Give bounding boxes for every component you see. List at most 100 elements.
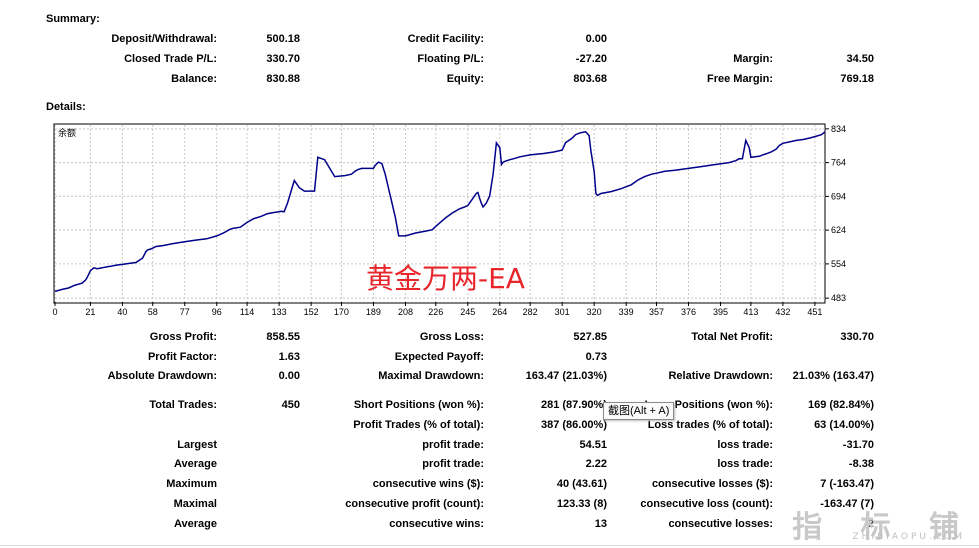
- x-tick-label: 133: [272, 307, 287, 317]
- abs-drawdown-value: 0.00: [278, 370, 300, 382]
- x-tick-label: 376: [681, 307, 696, 317]
- x-tick-label: 58: [148, 307, 158, 317]
- loss-trades-label: Loss trades (% of total):: [647, 419, 773, 431]
- long-positions-value: 169 (82.84%): [807, 399, 874, 411]
- total-trades-label: Total Trades:: [149, 399, 217, 411]
- avg-losses-value: 2: [867, 518, 874, 530]
- largest-loss-value: -31.70: [842, 439, 874, 451]
- free-margin-label: Free Margin:: [706, 73, 773, 85]
- average-label: Average: [173, 458, 217, 470]
- x-tick-label: 264: [492, 307, 507, 317]
- rel-drawdown-value: 21.03% (163.47): [792, 370, 874, 382]
- avg-wins-label: consecutive wins:: [389, 518, 484, 530]
- chart-frame: [53, 123, 826, 304]
- largest-label: Largest: [177, 439, 217, 451]
- avg-losses-label: consecutive losses:: [668, 518, 773, 530]
- max-wins-label: consecutive wins ($):: [372, 478, 484, 490]
- deposit-label: Deposit/Withdrawal:: [111, 33, 217, 45]
- y-tick-label: 624: [831, 225, 846, 235]
- x-tick-label: 114: [240, 307, 254, 317]
- margin-value: 34.50: [846, 53, 874, 65]
- max-losses-label: consecutive losses ($):: [651, 478, 773, 490]
- chart-legend: 余额: [58, 127, 76, 138]
- floating-pl-value: -27.20: [575, 53, 607, 65]
- x-tick-label: 189: [366, 307, 381, 317]
- x-tick-label: 96: [212, 307, 222, 317]
- gross-loss-value: 527.85: [573, 331, 607, 343]
- screenshot-tooltip: 截图(Alt + A): [603, 402, 675, 420]
- maximum-label: Maximum: [166, 478, 217, 490]
- x-axis-ticks: 0 21 40 58 77 96 114 133 152 170 189 208 226 245 264 28…: [52, 302, 822, 317]
- x-tick-label: 339: [619, 307, 634, 317]
- expected-payoff-value: 0.73: [585, 351, 607, 363]
- y-tick-label: 834: [831, 124, 846, 134]
- profit-factor-label: Profit Factor:: [147, 351, 217, 363]
- max-wins-value: 40 (43.61): [556, 478, 607, 490]
- largest-profit-label: profit trade:: [422, 439, 484, 451]
- x-tick-label: 226: [428, 307, 443, 317]
- avg-wins-value: 13: [594, 518, 607, 530]
- profit-factor-value: 1.63: [278, 351, 300, 363]
- balance-chart: 834 764 694 624 554 483 0 21 40 58 77 96 114 133 152 1…: [52, 123, 846, 317]
- x-tick-label: 301: [555, 307, 570, 317]
- summary-title: Summary:: [46, 13, 100, 25]
- abs-drawdown-label: Absolute Drawdown:: [107, 370, 217, 382]
- maxl-loss-label: consecutive loss (count):: [640, 498, 773, 510]
- avg-profit-label: profit trade:: [422, 458, 484, 470]
- x-tick-label: 40: [117, 307, 127, 317]
- balance-series-line: [54, 130, 826, 293]
- x-tick-label: 413: [743, 307, 758, 317]
- x-tick-label: 320: [587, 307, 602, 317]
- watermark-url: ZHIBIAOPU.COM: [852, 532, 965, 542]
- credit-value: 0.00: [585, 33, 607, 45]
- closed-pl-label: Closed Trade P/L:: [124, 53, 217, 65]
- maxl-profit-value: 123.33 (8): [556, 498, 607, 510]
- balance-value: 830.88: [266, 73, 300, 85]
- gross-profit-value: 858.55: [266, 331, 300, 343]
- y-tick-label: 694: [831, 191, 846, 201]
- y-tick-label: 764: [831, 158, 846, 168]
- bottom-divider: [0, 545, 979, 546]
- x-tick-label: 208: [398, 307, 413, 317]
- margin-label: Margin:: [733, 53, 773, 65]
- x-tick-label: 282: [523, 307, 538, 317]
- x-tick-label: 395: [713, 307, 728, 317]
- avg-loss-label: loss trade:: [717, 458, 773, 470]
- avg-profit-value: 2.22: [585, 458, 607, 470]
- x-tick-label: 432: [775, 307, 790, 317]
- deposit-value: 500.18: [266, 33, 300, 45]
- max-drawdown-value: 163.47 (21.03%): [525, 370, 607, 382]
- credit-label: Credit Facility:: [407, 33, 484, 45]
- details-title: Details:: [46, 101, 86, 113]
- x-tick-label: 245: [460, 307, 475, 317]
- average2-label: Average: [173, 518, 217, 530]
- y-tick-label: 554: [831, 259, 846, 269]
- x-tick-label: 21: [85, 307, 95, 317]
- y-tick-label: 483: [831, 293, 846, 303]
- rel-drawdown-label: Relative Drawdown:: [668, 370, 773, 382]
- closed-pl-value: 330.70: [266, 53, 300, 65]
- x-tick-label: 357: [649, 307, 664, 317]
- short-positions-value: 281 (87.90%): [540, 399, 607, 411]
- x-tick-label: 451: [807, 307, 822, 317]
- loss-trades-value: 63 (14.00%): [814, 419, 874, 431]
- floating-pl-label: Floating P/L:: [417, 53, 484, 65]
- equity-label: Equity:: [446, 73, 484, 85]
- ea-overlay-text: 黄金万两-EA: [366, 262, 525, 295]
- maxl-profit-label: consecutive profit (count):: [345, 498, 484, 510]
- largest-loss-label: loss trade:: [717, 439, 773, 451]
- gross-loss-label: Gross Loss:: [419, 331, 484, 343]
- equity-value: 803.68: [573, 73, 607, 85]
- expected-payoff-label: Expected Payoff:: [394, 351, 484, 363]
- x-tick-label: 0: [52, 307, 57, 317]
- total-net-value: 330.70: [840, 331, 874, 343]
- largest-profit-value: 54.51: [579, 439, 607, 451]
- x-tick-label: 170: [334, 307, 349, 317]
- balance-label: Balance:: [171, 73, 217, 85]
- long-positions-label: Long Positions (won %):: [644, 399, 773, 411]
- x-tick-label: 152: [304, 307, 319, 317]
- short-positions-label: Short Positions (won %):: [353, 399, 484, 411]
- maxl-loss-value: -163.47 (7): [820, 498, 874, 510]
- y-axis-ticks: 834 764 694 624 554 483: [825, 124, 846, 303]
- x-tick-label: 77: [180, 307, 190, 317]
